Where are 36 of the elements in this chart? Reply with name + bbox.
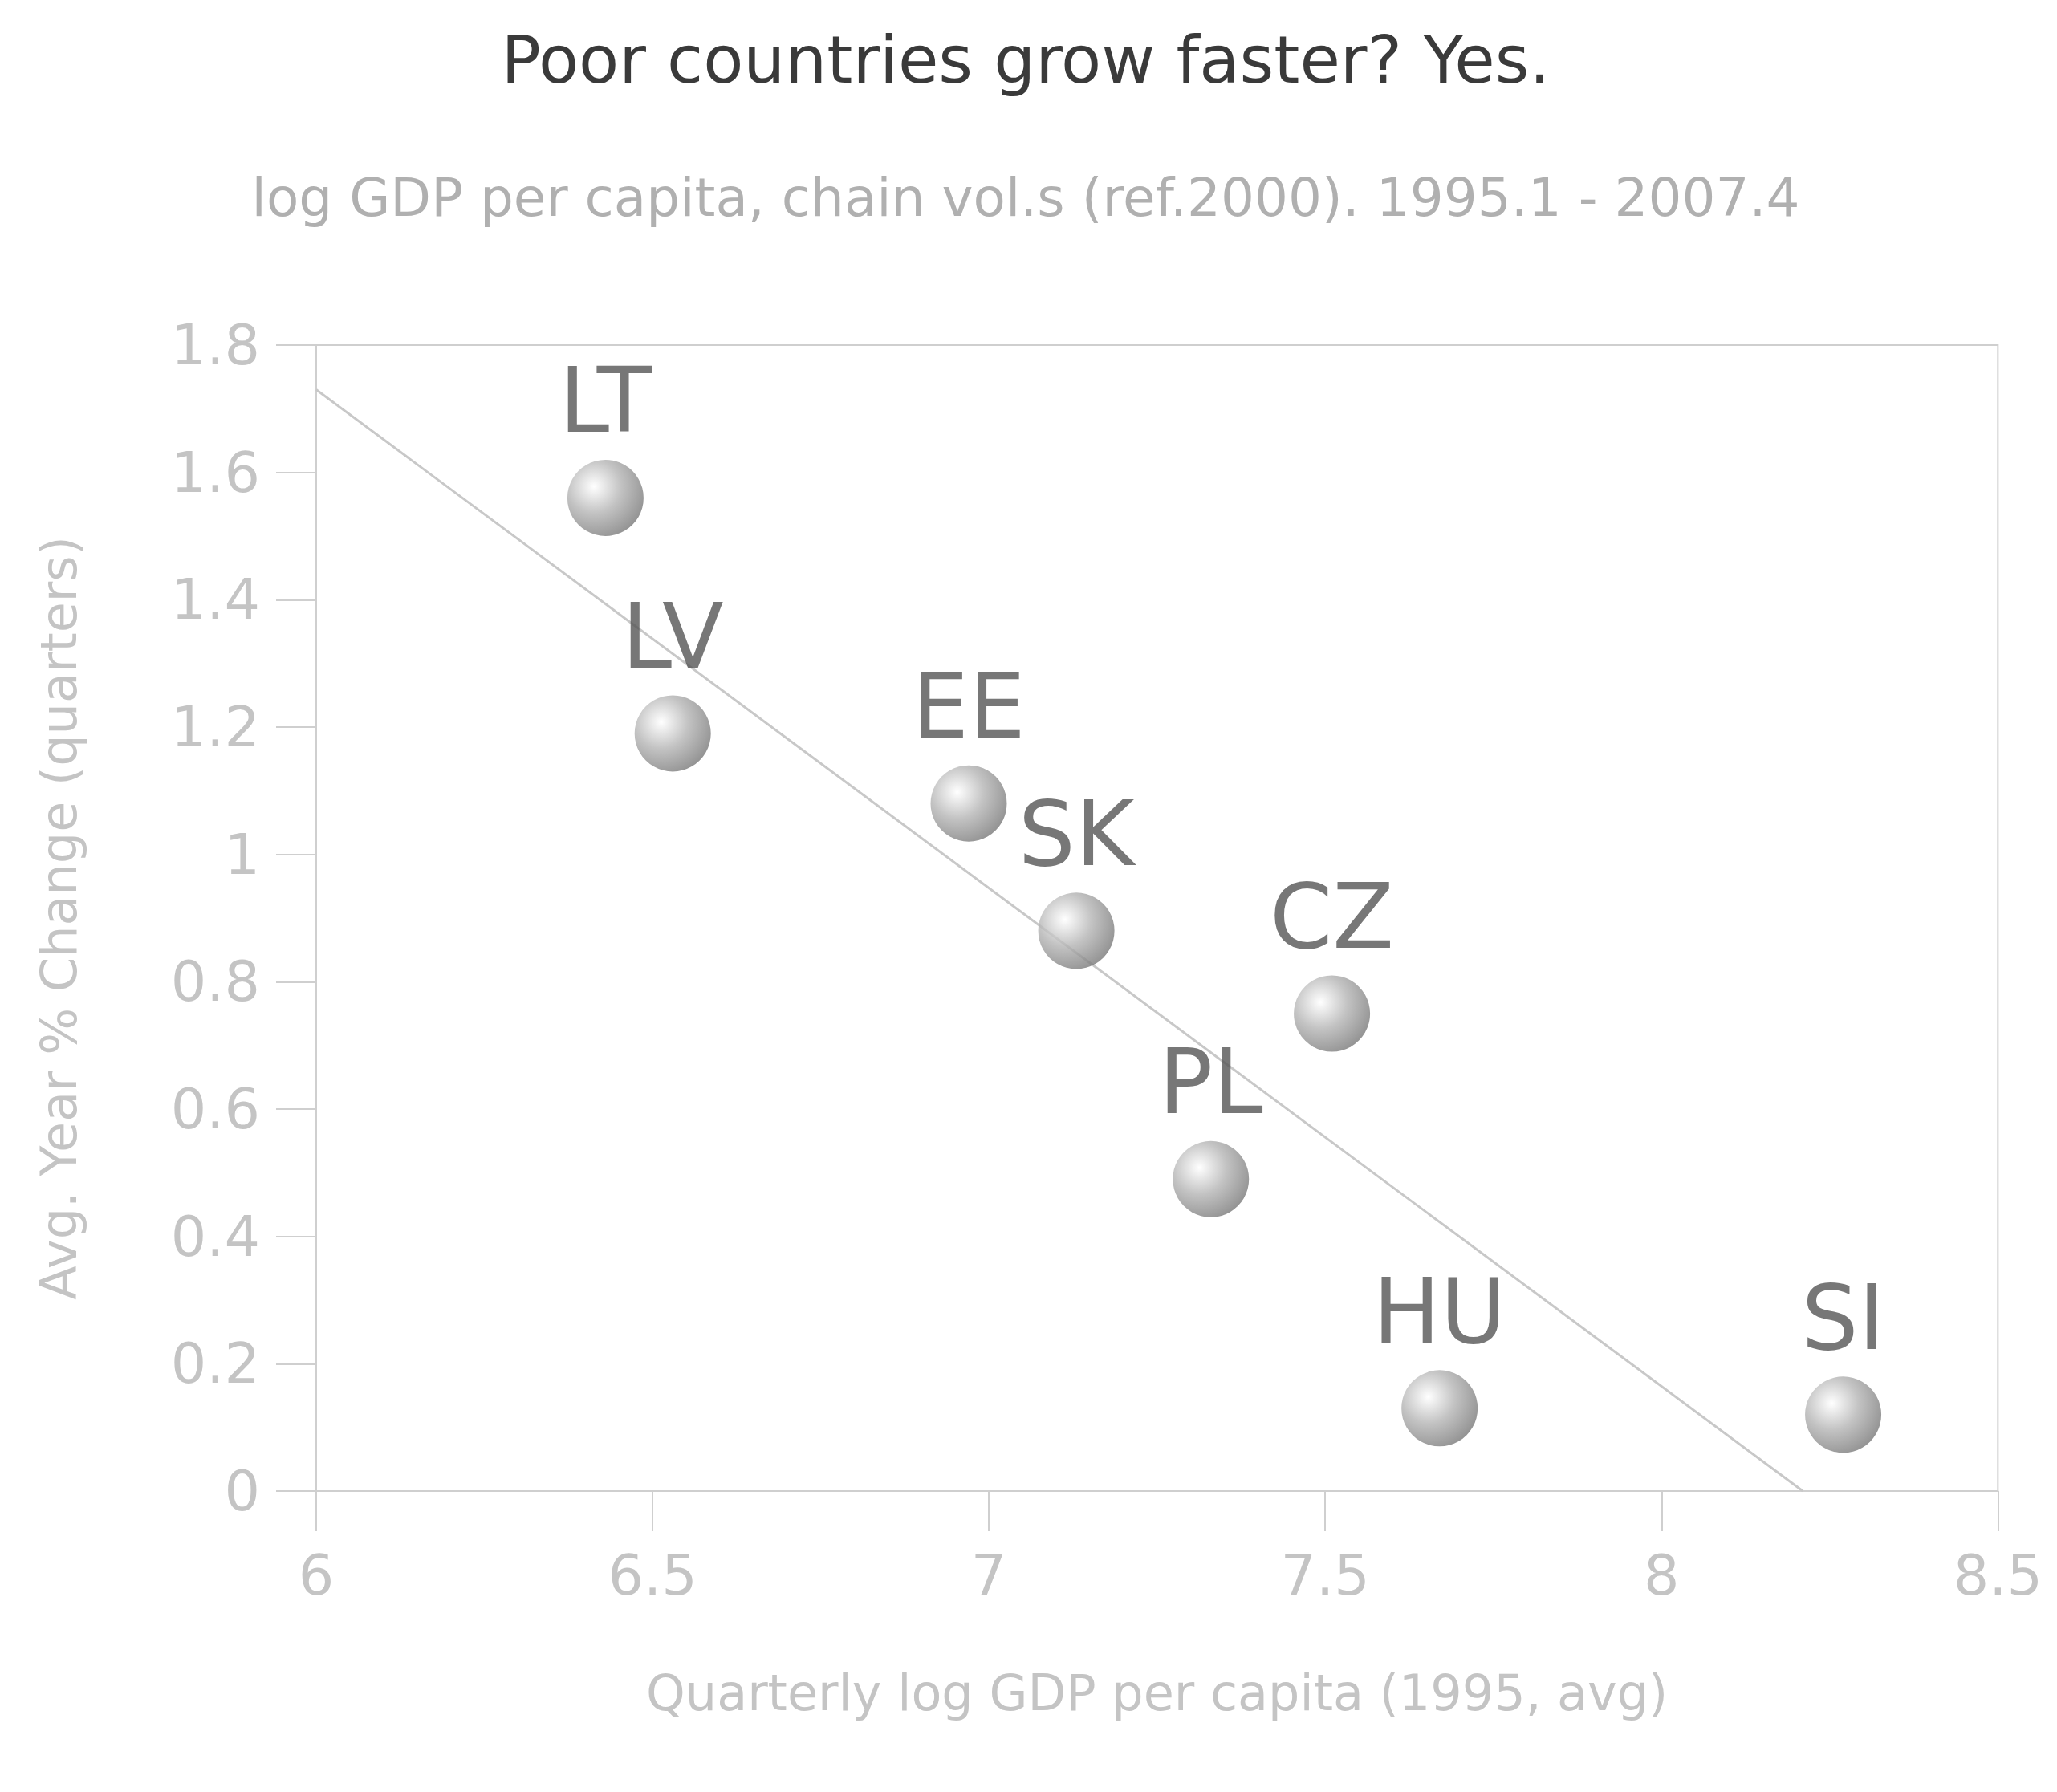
y-tick-label: 0: [224, 1458, 260, 1524]
point: [1173, 1140, 1250, 1217]
point: [1805, 1376, 1882, 1453]
point: [1038, 892, 1115, 969]
annotation: SI: [1801, 1265, 1885, 1370]
x-axis-title: Quarterly log GDP per capita (1995, avg): [646, 1663, 1669, 1722]
annotation: LT: [559, 348, 652, 453]
annotation: EE: [912, 654, 1026, 759]
y-tick-label: 0.2: [170, 1331, 260, 1397]
x-tick-label: 7.5: [1280, 1542, 1370, 1608]
y-tick-label: 1.6: [170, 439, 260, 506]
x-tick-label: 7: [970, 1542, 1007, 1608]
y-tick-label: 0.4: [170, 1203, 260, 1270]
y-tick-label: 1: [224, 821, 260, 888]
y-axis-title: Avg. Year % Change (quarters): [29, 536, 88, 1300]
x-tick-label: 8.5: [1953, 1542, 2043, 1608]
point: [567, 459, 644, 536]
y-tick-label: 0.8: [170, 949, 260, 1015]
y-tick-label: 1.2: [170, 694, 260, 760]
x-tick-label: 8: [1644, 1542, 1680, 1608]
annotation: PL: [1158, 1030, 1263, 1135]
x-tick-label: 6.5: [608, 1542, 697, 1608]
annotation: HU: [1372, 1258, 1506, 1363]
annotation: LV: [621, 583, 724, 689]
point: [634, 695, 711, 772]
annotation: CZ: [1270, 864, 1395, 969]
y-tick-label: 1.4: [170, 567, 260, 633]
y-tick-label: 1.8: [170, 312, 260, 378]
annotation: SK: [1018, 781, 1136, 886]
point: [930, 765, 1007, 842]
point: [1294, 975, 1371, 1052]
chart-subtitle: log GDP per capita, chain vol.s (ref.2000). 1995.1 - 2007.4: [251, 166, 1800, 229]
point: [1401, 1370, 1478, 1447]
y-tick-label: 0.6: [170, 1076, 260, 1142]
chart-title: Poor countries grow faster? Yes.: [501, 21, 1551, 98]
x-tick-label: 6: [298, 1542, 335, 1608]
